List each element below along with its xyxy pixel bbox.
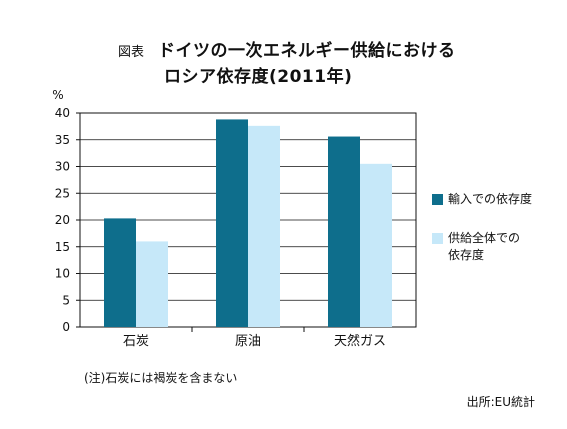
title-block: 図表 ドイツの一次エネルギー供給における	[118, 36, 456, 61]
x-category-label: 天然ガス	[334, 333, 386, 349]
legend-label-series1: 輸入での依存度	[448, 192, 533, 206]
y-tick-label: 10	[55, 267, 70, 281]
bar-series2	[360, 163, 392, 327]
y-tick-label: 15	[55, 240, 70, 254]
y-tick-label: 25	[55, 186, 70, 200]
bar-series1	[216, 119, 248, 327]
legend-swatch-series1	[432, 194, 443, 205]
x-category-label: 原油	[235, 334, 261, 349]
legend-swatch-series2	[432, 233, 443, 244]
bar-series2	[136, 241, 168, 327]
y-tick-label: 20	[55, 213, 70, 227]
bar-series1	[104, 218, 136, 327]
chart-title: ドイツの一次エネルギー供給における	[158, 41, 456, 61]
legend-item-series2: 供給全体での 依存度	[432, 230, 562, 264]
bar-series1	[328, 136, 360, 327]
bar-series2	[248, 125, 280, 327]
y-tick-label: 30	[55, 160, 70, 174]
y-tick-label: 0	[62, 320, 70, 334]
y-axis-label: %	[52, 88, 63, 102]
y-tick-label: 40	[55, 106, 70, 120]
chart-subtitle: ロシア依存度(2011年)	[164, 67, 353, 87]
y-tick-label: 5	[62, 293, 70, 307]
legend: 輸入での依存度 供給全体での 依存度	[432, 191, 562, 286]
legend-label-series2: 供給全体での 依存度	[448, 231, 521, 262]
source-credit: 出所:EU統計	[466, 395, 535, 409]
y-tick-label: 35	[55, 133, 70, 147]
legend-item-series1: 輸入での依存度	[432, 191, 562, 208]
footnote: (注)石炭には褐炭を含まない	[84, 371, 238, 385]
figure-label: 図表	[118, 45, 145, 60]
x-category-label: 石炭	[123, 334, 149, 349]
